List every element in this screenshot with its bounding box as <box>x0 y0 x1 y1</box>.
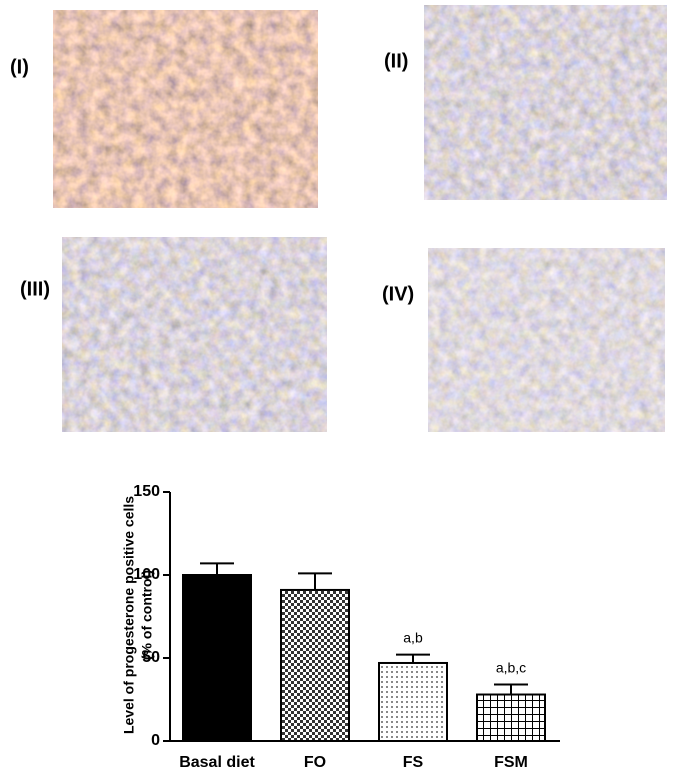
x-tick-label: FO <box>304 754 326 771</box>
x-tick-label: FSM <box>494 754 528 771</box>
y-tick-label: 100 <box>133 566 160 583</box>
bar <box>378 661 448 742</box>
x-tick-label: FS <box>403 754 424 771</box>
micrograph <box>62 237 327 432</box>
panel-label: (I) <box>10 56 29 78</box>
micrograph <box>424 5 667 200</box>
y-axis-label: Level of progesterone positive cells <box>121 496 137 734</box>
y-tick-label: 150 <box>133 483 160 500</box>
annotation: a,b,c <box>496 659 526 675</box>
bar <box>476 693 546 743</box>
panel-label: (II) <box>384 50 408 72</box>
micrograph <box>53 10 318 208</box>
bar <box>280 588 350 742</box>
bar <box>182 574 252 742</box>
y-tick-label: 0 <box>151 732 160 749</box>
annotation: a,b <box>403 629 423 645</box>
micrograph <box>428 248 665 432</box>
y-axis-label: (% of control) <box>139 570 155 660</box>
y-tick-label: 50 <box>142 649 160 666</box>
x-tick-label: Basal diet <box>179 754 255 771</box>
panel-label: (III) <box>20 278 50 300</box>
panel-label: (IV) <box>382 283 414 305</box>
